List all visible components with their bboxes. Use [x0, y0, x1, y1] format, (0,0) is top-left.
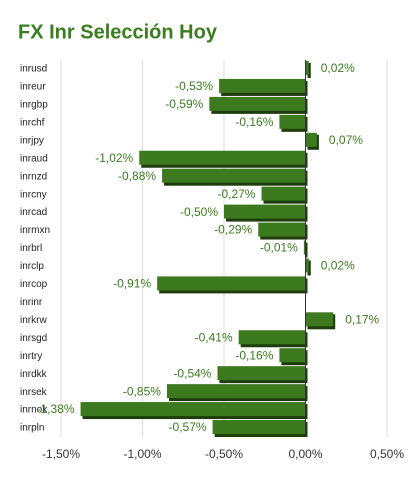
bar [305, 258, 309, 273]
value-label: 0,07% [329, 133, 363, 147]
bar [261, 186, 306, 201]
y-tick-label: inrcad [20, 207, 47, 218]
y-tick-label: inrcny [20, 189, 47, 200]
bar [157, 276, 306, 291]
bar [224, 204, 306, 219]
y-tick-label: inrtry [20, 351, 42, 362]
value-label: -0,29% [214, 223, 252, 237]
y-tick-label: inrchf [20, 117, 45, 128]
bar [305, 132, 317, 147]
bar [279, 114, 306, 129]
bar [80, 402, 306, 417]
x-tick-label: -1,00% [123, 447, 161, 461]
bar-shadow [305, 242, 308, 258]
y-tick-label: inrnzd [20, 171, 47, 182]
bar [219, 78, 306, 93]
x-tick-label: -0,50% [205, 447, 243, 461]
value-label: 0,02% [321, 259, 355, 273]
bar [162, 168, 306, 183]
bar [217, 366, 306, 381]
x-tick-label: 0,50% [370, 447, 404, 461]
value-label: -0,16% [235, 348, 273, 362]
y-tick-label: inrnok [20, 405, 48, 416]
value-label: -1,38% [37, 402, 75, 416]
value-label: -0,91% [113, 277, 151, 291]
bar [139, 150, 306, 165]
y-tick-label: inrmxn [20, 225, 50, 236]
y-tick-label: inrgbp [20, 100, 48, 111]
y-tick-label: inrusd [20, 64, 47, 75]
y-tick-label: inrinr [20, 297, 43, 308]
value-label: -0,85% [123, 384, 161, 398]
value-label: -0,57% [169, 420, 207, 434]
y-tick-label: inrdkk [20, 369, 48, 380]
bar [305, 60, 309, 75]
value-label: -0,88% [118, 169, 156, 183]
x-tick-label: 0,00% [288, 447, 322, 461]
chart-title: FX Inr Selección Hoy [18, 21, 218, 43]
value-label: -0,50% [180, 205, 218, 219]
value-label: 0,17% [345, 312, 379, 326]
bar [166, 384, 306, 399]
x-tick-label: -1,50% [42, 447, 80, 461]
y-tick-label: inrsgd [20, 333, 47, 344]
y-tick-label: inrkrw [20, 315, 47, 326]
bar [238, 330, 306, 345]
value-label: -0,27% [217, 187, 255, 201]
bar [303, 240, 306, 255]
y-tick-label: inrpln [20, 423, 44, 434]
bar [305, 312, 334, 327]
bar [258, 222, 306, 237]
bar [279, 348, 306, 363]
y-tick-label: inrclp [20, 261, 44, 272]
value-label: -0,54% [173, 366, 211, 380]
value-label: -0,41% [195, 330, 233, 344]
bar [212, 420, 306, 435]
value-label: -0,53% [175, 79, 213, 93]
bar [209, 96, 306, 111]
y-tick-label: inrbrl [20, 243, 42, 254]
y-tick-label: inrjpy [20, 135, 44, 146]
value-label: -0,16% [235, 115, 273, 129]
bar-shadow [307, 62, 311, 78]
value-label: -0,59% [165, 97, 203, 111]
value-label: 0,02% [321, 61, 355, 75]
y-tick-label: inraud [20, 153, 48, 164]
bar-shadow [307, 260, 311, 276]
y-tick-label: inreur [20, 82, 46, 93]
y-tick-label: inrsek [20, 387, 48, 398]
value-label: -0,01% [260, 241, 298, 255]
value-label: -1,02% [95, 151, 133, 165]
y-tick-label: inrcop [20, 279, 48, 290]
